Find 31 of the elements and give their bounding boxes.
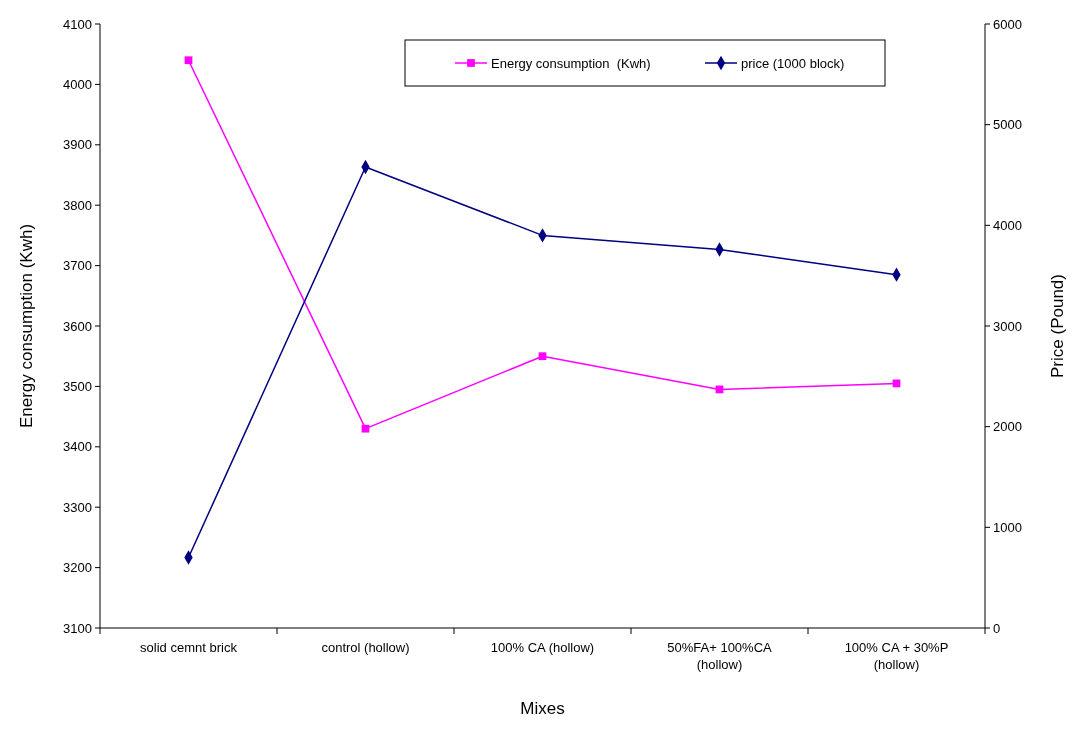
y-tick-label: 3300 [63,499,92,515]
y-tick-label: 3100 [63,620,92,636]
y2-tick-label: 2000 [993,419,1022,435]
y-tick-label: 3600 [63,318,92,334]
x-tick-label: 100% CA (hollow) [490,640,595,655]
x-tick-label: solid cemnt brick [140,640,238,655]
y-tick-label: 4100 [63,16,92,32]
y-axis-title: Energy consumption (Kwh) [17,223,36,429]
legend-label: Energy consumption (Kwh) [491,55,651,71]
y2-tick-label: 6000 [993,16,1022,32]
y-tick-label: 3400 [63,439,92,455]
y2-tick-label: 0 [993,620,1001,636]
y-tick-label: 3200 [63,560,92,576]
x-tick-label: 100% CA + 30%P (hollow) [844,640,949,672]
y-tick-label: 3700 [63,258,92,274]
y2-tick-label: 5000 [993,117,1022,133]
x-axis-title: Mixes [520,699,565,718]
y-tick-label: 3900 [63,137,92,153]
y2-tick-label: 3000 [993,318,1022,334]
y-tick-label: 3500 [63,378,92,394]
y-tick-label: 3800 [63,197,92,213]
y2-tick-label: 4000 [993,217,1022,233]
point [538,352,547,361]
y-tick-label: 4000 [63,76,92,92]
legend-label: price (1000 block) [741,55,845,71]
point [361,424,370,433]
y2-tick-label: 1000 [993,519,1022,535]
x-tick-label: control (hollow) [321,640,410,655]
y2-axis-title: Price (Pound) [1048,274,1067,378]
x-tick-label: 50%FA+ 100%CA (hollow) [667,640,773,672]
point [184,56,193,65]
